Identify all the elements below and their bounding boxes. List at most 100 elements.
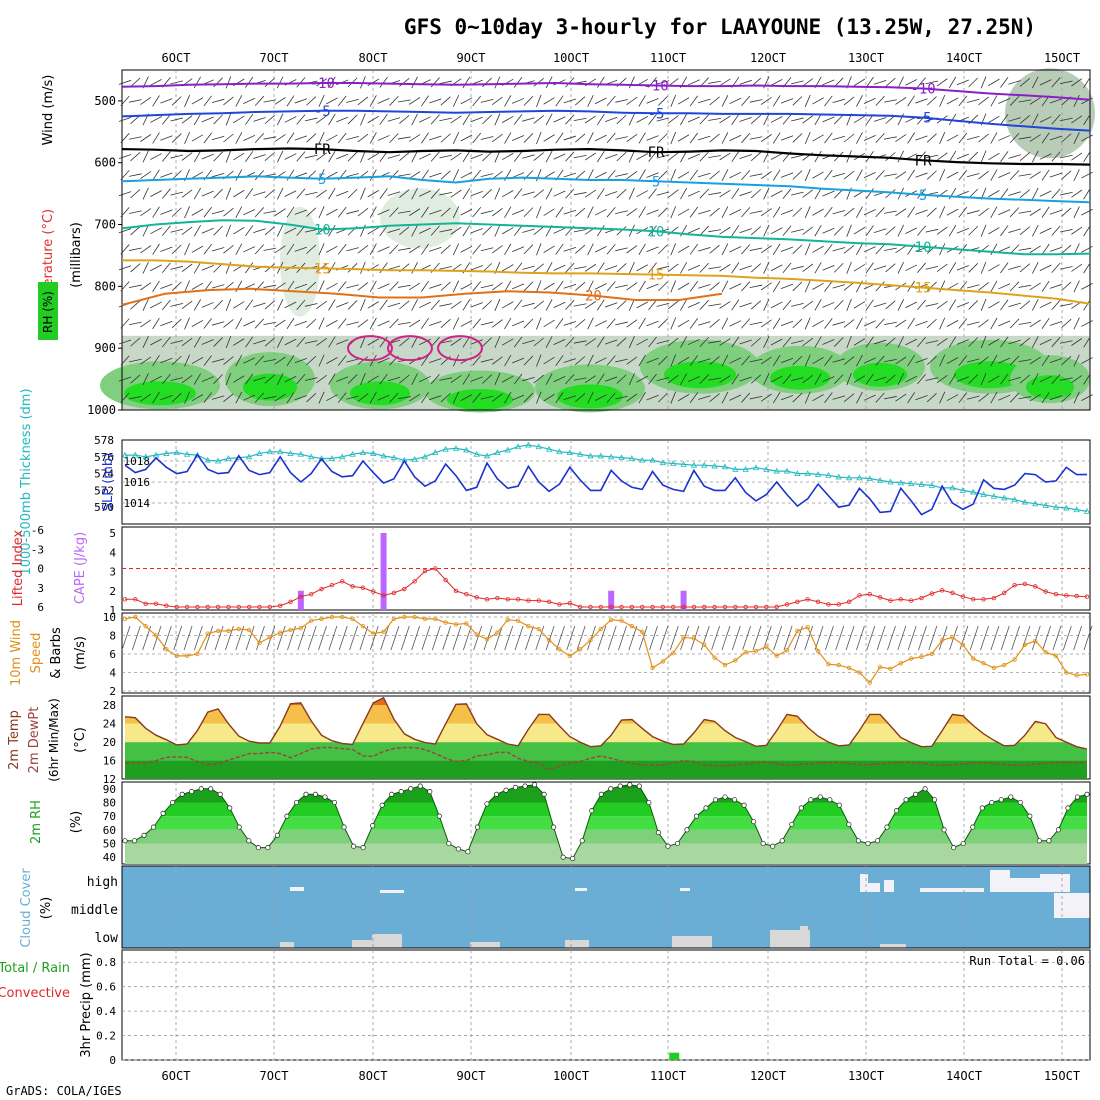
wind-barb <box>865 373 874 385</box>
cape-tick-label: 3 <box>109 566 116 579</box>
thickness-point <box>566 449 573 455</box>
wind-barb <box>905 375 918 383</box>
wind-tick-label: 2 <box>109 685 116 698</box>
wind-barb <box>346 321 359 326</box>
wind-barb <box>235 132 243 144</box>
wind-barb <box>853 301 866 309</box>
wind-barb <box>990 132 998 144</box>
cloud-patch <box>880 944 906 948</box>
wind-barb <box>142 261 149 274</box>
wind-barb <box>814 373 822 385</box>
wind-barb <box>1081 245 1093 253</box>
cape-tick-label: 5 <box>109 527 116 540</box>
wind-speed-point <box>381 629 386 634</box>
wind-barb <box>780 135 794 141</box>
wind-barb <box>863 357 876 364</box>
wind-barb <box>824 243 833 255</box>
rh-point <box>1074 794 1081 800</box>
wind-barb <box>460 320 473 327</box>
wind-barb <box>832 98 846 104</box>
wind-barb <box>656 377 670 382</box>
wind-barb <box>680 262 688 274</box>
lifted-index-point <box>846 599 852 605</box>
wind-barb-10m <box>431 625 441 651</box>
wind-barb <box>304 340 318 344</box>
wind-barb <box>513 151 523 162</box>
rh-unit-label: (%) <box>69 811 84 834</box>
wind-barb <box>897 224 905 237</box>
wind-barb <box>956 265 969 271</box>
wind-barb <box>907 206 916 218</box>
wind-barb <box>1008 302 1021 308</box>
wind-barb <box>966 358 980 363</box>
wind-barb <box>565 151 575 162</box>
wind-barb <box>978 319 989 328</box>
lifted-index-point <box>588 604 593 610</box>
wind-barb <box>563 172 577 178</box>
thickness-point <box>297 450 305 457</box>
wind-barb <box>605 339 618 345</box>
wind-barb <box>814 336 822 348</box>
rh-point <box>208 786 214 792</box>
wind-barb <box>966 135 980 141</box>
wind-barb <box>875 244 885 255</box>
rh-shading-core <box>557 384 623 409</box>
rh-point <box>341 824 347 830</box>
wind-barb <box>223 96 234 106</box>
wind-barb <box>1039 79 1052 86</box>
wind-barb <box>492 356 503 365</box>
wind-barb <box>142 150 149 163</box>
wind-barb <box>379 373 388 385</box>
wind-barb <box>946 320 959 327</box>
rh-point <box>913 791 919 797</box>
thickness-point <box>856 474 863 481</box>
wind-speed-point <box>650 665 655 671</box>
wind-barb <box>594 357 607 364</box>
wind-barb <box>1008 80 1021 85</box>
wind-barb <box>440 318 451 329</box>
wind-barb <box>264 300 275 310</box>
wind-barb <box>646 283 659 290</box>
wind-barb <box>980 298 987 311</box>
wind-barb <box>555 317 564 329</box>
isotherm-label: 5 <box>652 174 660 190</box>
wind-barb <box>658 355 668 366</box>
wind-barb <box>770 375 783 383</box>
wind-barb <box>264 77 275 87</box>
wind-barb <box>274 319 286 328</box>
wind-barb <box>616 226 627 236</box>
wind-barb <box>504 317 512 330</box>
cloud-patch <box>884 880 894 892</box>
wind-barb <box>731 225 740 237</box>
wind-speed-point <box>1064 670 1069 675</box>
wind-barb <box>504 206 512 218</box>
wind-barb-10m <box>918 625 927 651</box>
wind-barb <box>304 191 318 196</box>
wind-barb <box>128 358 142 363</box>
wind-barb <box>731 336 740 348</box>
cloud-patch <box>920 888 984 892</box>
wind-barb <box>421 243 429 255</box>
wind-speed-point <box>981 661 986 666</box>
wind-barb <box>492 96 503 106</box>
wind-barb <box>948 336 957 348</box>
wind-barb <box>128 210 142 214</box>
wind-barb <box>628 261 635 274</box>
wind-speed-point <box>257 640 262 646</box>
wind-barb <box>389 207 399 218</box>
rh-point <box>722 794 728 800</box>
wind-barb <box>1029 393 1041 402</box>
wind-barb <box>555 206 564 218</box>
wind-barb <box>450 115 462 124</box>
wind-barb <box>1071 189 1083 198</box>
wind-barb <box>1073 206 1080 219</box>
wind-barb <box>656 80 670 85</box>
wind-barb <box>1031 76 1039 89</box>
wind-barb <box>575 207 586 217</box>
wind-barb <box>377 357 390 364</box>
wind-barb <box>966 395 980 400</box>
wind-barb <box>739 376 752 382</box>
wind-barb <box>346 135 359 141</box>
wind-barb <box>513 77 523 88</box>
wind-barb <box>470 153 483 160</box>
